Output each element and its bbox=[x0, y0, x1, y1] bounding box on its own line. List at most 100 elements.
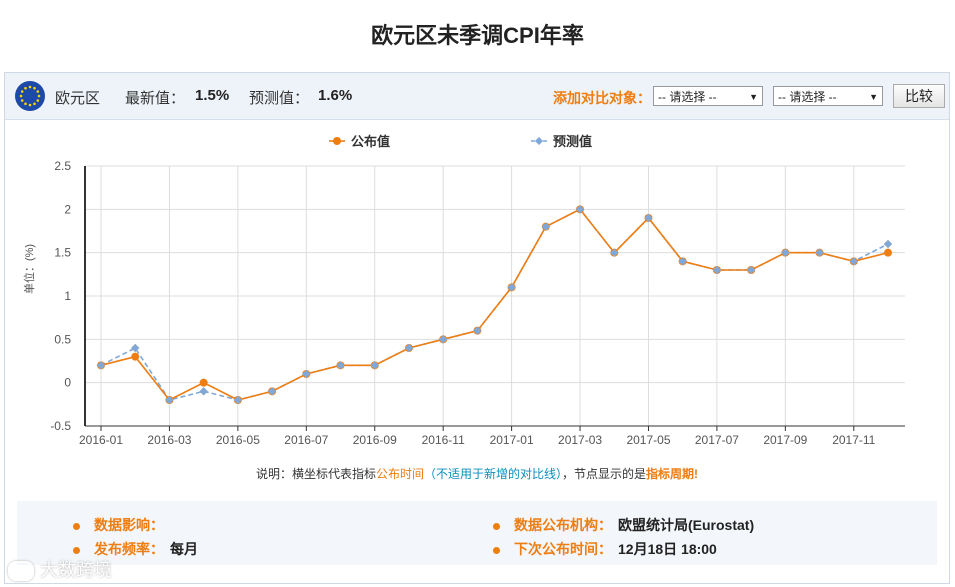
compare-select-1[interactable]: -- 请选择 -- ▼ bbox=[653, 86, 763, 106]
frequency-label: 发布频率： bbox=[94, 541, 164, 557]
forecast-point bbox=[849, 256, 859, 266]
agency-label: 数据公布机构： bbox=[514, 517, 612, 533]
forecast-point bbox=[507, 282, 516, 292]
cpi-line-chart: -0.5 0 0.5 1 1.5 2 2.5 2016-01 2016-03 2016-05 201… bbox=[22, 134, 905, 447]
published-point bbox=[131, 352, 140, 361]
watermark-text: 大数跨境 bbox=[40, 560, 112, 580]
next-release-label: 下次公布时间： bbox=[514, 541, 612, 557]
forecast-point bbox=[473, 326, 482, 336]
latest-label: 最新值： bbox=[125, 90, 186, 107]
forecast-point bbox=[165, 395, 174, 405]
y-tick-label: 1.5 bbox=[54, 246, 71, 260]
next-release-value: 12月18日 18:00 bbox=[618, 541, 717, 557]
eu-star bbox=[24, 102, 27, 106]
region-name: 欧元区 bbox=[55, 90, 101, 107]
forecast-point bbox=[644, 213, 653, 223]
info-agency: 数据公布机构： 欧盟统计局(Eurostat) bbox=[493, 515, 754, 535]
forecast-point bbox=[780, 248, 790, 258]
bullet-icon bbox=[73, 546, 80, 554]
legend-published-label: 公布值 bbox=[351, 134, 390, 149]
note-text-1: 说明：横坐标代表指标 bbox=[255, 467, 376, 481]
latest-value: 1.5% bbox=[195, 87, 230, 104]
forecast-point bbox=[267, 386, 277, 396]
y-tick-label: 2.5 bbox=[54, 159, 71, 173]
info-frequency: 发布频率： 每月 bbox=[73, 539, 198, 559]
frequency-value: 每月 bbox=[170, 541, 198, 557]
published-series-line bbox=[100, 208, 889, 402]
info-impact: 数据影响： bbox=[73, 515, 170, 535]
legend-forecast-label: 预测值 bbox=[553, 134, 592, 149]
eu-star bbox=[28, 85, 32, 89]
forecast-point bbox=[233, 395, 243, 405]
legend-forecast-marker bbox=[535, 137, 543, 145]
info-next-release: 下次公布时间： 12月18日 18:00 bbox=[493, 539, 717, 559]
eu-star bbox=[33, 102, 36, 106]
forecast-point bbox=[199, 386, 209, 396]
x-tick-label: 2016-05 bbox=[216, 433, 260, 447]
x-tick-label: 2017-05 bbox=[626, 433, 670, 447]
eu-star bbox=[20, 90, 24, 93]
chart-panel: 欧元区 最新值： 1.5% 预测值： 1.6% 添加对比对象： -- 请选择 -… bbox=[4, 72, 950, 584]
forecast-label: 预测值： bbox=[249, 90, 310, 107]
forecast-point bbox=[815, 248, 824, 258]
compare-select-2[interactable]: -- 请选择 -- ▼ bbox=[773, 86, 883, 106]
bullet-icon bbox=[493, 546, 500, 554]
forecast-point bbox=[883, 239, 893, 249]
x-tick-label: 2017-07 bbox=[695, 433, 739, 447]
note-text-5: 指标周期 bbox=[646, 467, 695, 481]
x-tick-label: 2017-01 bbox=[490, 433, 534, 447]
forecast-value: 1.6% bbox=[318, 87, 353, 104]
watermark: 大数跨境 bbox=[8, 556, 112, 582]
eu-star bbox=[24, 86, 27, 90]
y-tick-label: 0 bbox=[64, 376, 71, 390]
eu-star bbox=[20, 99, 24, 102]
panel-header: 欧元区 最新值： 1.5% 预测值： 1.6% 添加对比对象： -- 请选择 -… bbox=[5, 73, 949, 120]
note-text-4: ，节点显示的是 bbox=[562, 467, 647, 481]
y-tick-label: 2 bbox=[64, 202, 71, 216]
y-tick-label: 0.5 bbox=[54, 332, 71, 346]
published-point bbox=[199, 378, 208, 387]
note-text-6: ! bbox=[694, 467, 699, 481]
forecast-point bbox=[301, 369, 311, 379]
bullet-icon bbox=[493, 522, 500, 530]
x-tick-label: 2016-09 bbox=[353, 433, 397, 447]
page-title: 欧元区未季调CPI年率 bbox=[371, 23, 584, 48]
forecast-point bbox=[438, 334, 448, 344]
impact-label: 数据影响： bbox=[94, 517, 164, 533]
y-axis-label: 单位：(%) bbox=[22, 244, 36, 294]
eu-star bbox=[37, 94, 41, 98]
forecast-point bbox=[541, 222, 551, 232]
eu-star bbox=[33, 86, 36, 90]
bullet-icon bbox=[73, 522, 80, 530]
forecast-point bbox=[370, 360, 380, 370]
x-tick-label: 2017-11 bbox=[832, 433, 875, 447]
eu-star bbox=[28, 103, 32, 107]
x-tick-label: 2016-01 bbox=[79, 433, 123, 447]
x-tick-label: 2017-09 bbox=[763, 433, 807, 447]
eu-star bbox=[36, 90, 40, 93]
compare-select-2-value: -- 请选择 -- bbox=[778, 90, 837, 104]
compare-label: 添加对比对象： bbox=[553, 90, 651, 106]
compare-select-1-value: -- 请选择 -- bbox=[658, 90, 717, 104]
forecast-point bbox=[130, 343, 140, 353]
info-box: 数据影响： 数据公布机构： 欧盟统计局(Eurostat) 发布频率： 每月 下次公… bbox=[17, 501, 937, 565]
note-text-2: 公布时间 bbox=[375, 467, 424, 481]
x-tick-label: 2016-03 bbox=[147, 433, 191, 447]
compare-button[interactable]: 比较 bbox=[893, 84, 945, 108]
y-tick-label: -0.5 bbox=[50, 419, 71, 433]
forecast-series-line bbox=[100, 208, 889, 401]
x-tick-label: 2016-07 bbox=[284, 433, 328, 447]
forecast-point bbox=[96, 360, 106, 370]
dropdown-arrow-icon: ▼ bbox=[749, 92, 758, 102]
y-tick-label: 1 bbox=[64, 289, 71, 303]
forecast-point bbox=[746, 265, 756, 275]
eu-star bbox=[19, 94, 23, 98]
legend-published-marker bbox=[333, 137, 341, 145]
chart-note: 说明：横坐标代表指标公布时间（不适用于新增的对比线），节点显示的是指标周期! bbox=[5, 465, 949, 482]
note-text-3: （不适用于新增的对比线） bbox=[423, 467, 562, 481]
dropdown-arrow-icon: ▼ bbox=[869, 92, 878, 102]
forecast-point bbox=[712, 265, 722, 275]
watermark-logo-icon bbox=[8, 561, 34, 582]
published-point bbox=[884, 248, 892, 257]
forecast-point bbox=[678, 256, 688, 266]
